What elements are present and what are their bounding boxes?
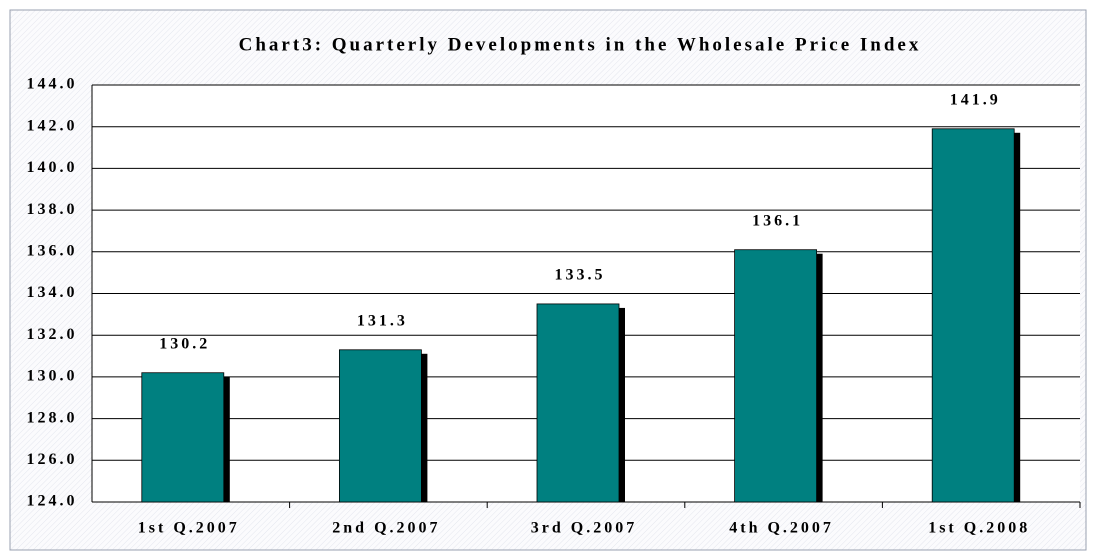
y-tick-label: 142.0	[27, 117, 78, 134]
bar	[141, 372, 225, 503]
y-tick-label: 138.0	[27, 201, 78, 218]
y-tick-label: 134.0	[27, 284, 78, 301]
x-tick-label: 1st Q.2007	[138, 520, 240, 537]
data-label: 136.1	[752, 212, 803, 229]
chart-title: Chart3: Quarterly Developments in the Wh…	[239, 34, 922, 55]
y-tick-label: 128.0	[27, 409, 78, 426]
data-label: 130.2	[159, 335, 210, 352]
y-tick-label: 126.0	[27, 451, 78, 468]
x-tick-label: 3rd Q.2007	[531, 520, 637, 537]
bar	[931, 128, 1015, 503]
data-label: 141.9	[950, 91, 1001, 108]
y-tick-label: 130.0	[27, 368, 78, 385]
data-label: 133.5	[555, 267, 606, 284]
bar	[338, 349, 422, 503]
data-label: 131.3	[357, 312, 408, 329]
x-tick-label: 2nd Q.2007	[332, 520, 440, 537]
bar	[734, 249, 817, 503]
y-tick-label: 136.0	[27, 242, 78, 259]
y-tick-label: 124.0	[27, 493, 78, 510]
x-tick-label: 1st Q.2008	[928, 520, 1030, 537]
bar	[536, 303, 620, 503]
y-tick-label: 144.0	[27, 76, 78, 93]
x-tick-label: 4th Q.2007	[729, 520, 834, 537]
y-tick-label: 132.0	[27, 326, 78, 343]
y-tick-label: 140.0	[27, 159, 78, 176]
